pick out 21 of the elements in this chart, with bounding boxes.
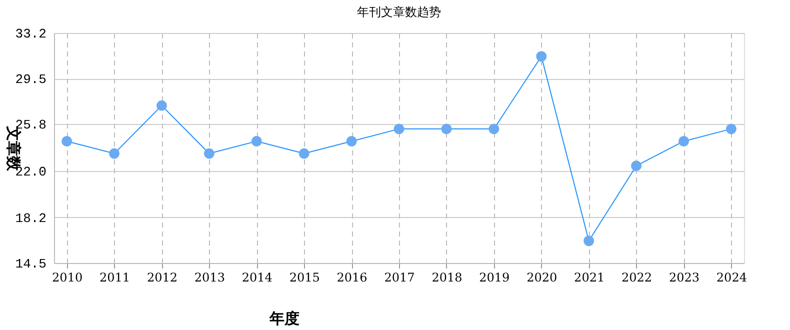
x-tick-label: 2013 [194, 270, 225, 284]
x-tick-label: 2019 [479, 270, 510, 284]
x-tick-label: 2011 [99, 270, 130, 284]
x-tick-label: 2022 [622, 270, 652, 284]
y-tick-label: 14.5 [15, 256, 46, 272]
x-tick-label: 2021 [574, 270, 605, 284]
x-tick-label: 2010 [52, 270, 83, 284]
chart-title: 年刊文章数趋势 [357, 5, 441, 19]
x-tick-label: 2024 [716, 270, 748, 284]
x-tick-label: 2023 [668, 270, 700, 284]
y-tick-label: 18.2 [15, 210, 46, 226]
x-tick-label: 2018 [432, 270, 462, 284]
y-tick-label: 33.2 [15, 26, 46, 42]
x-tick-label: 2015 [289, 270, 320, 284]
x-tick-label: 2012 [146, 270, 178, 284]
x-tick-label: 2017 [384, 270, 415, 284]
x-tick-label: 2014 [242, 270, 273, 284]
y-tick-label: 29.5 [15, 72, 46, 88]
x-tick-label: 2016 [336, 270, 368, 284]
x-axis-title: 年度 [268, 310, 300, 328]
x-tick-label: 2020 [526, 270, 558, 284]
